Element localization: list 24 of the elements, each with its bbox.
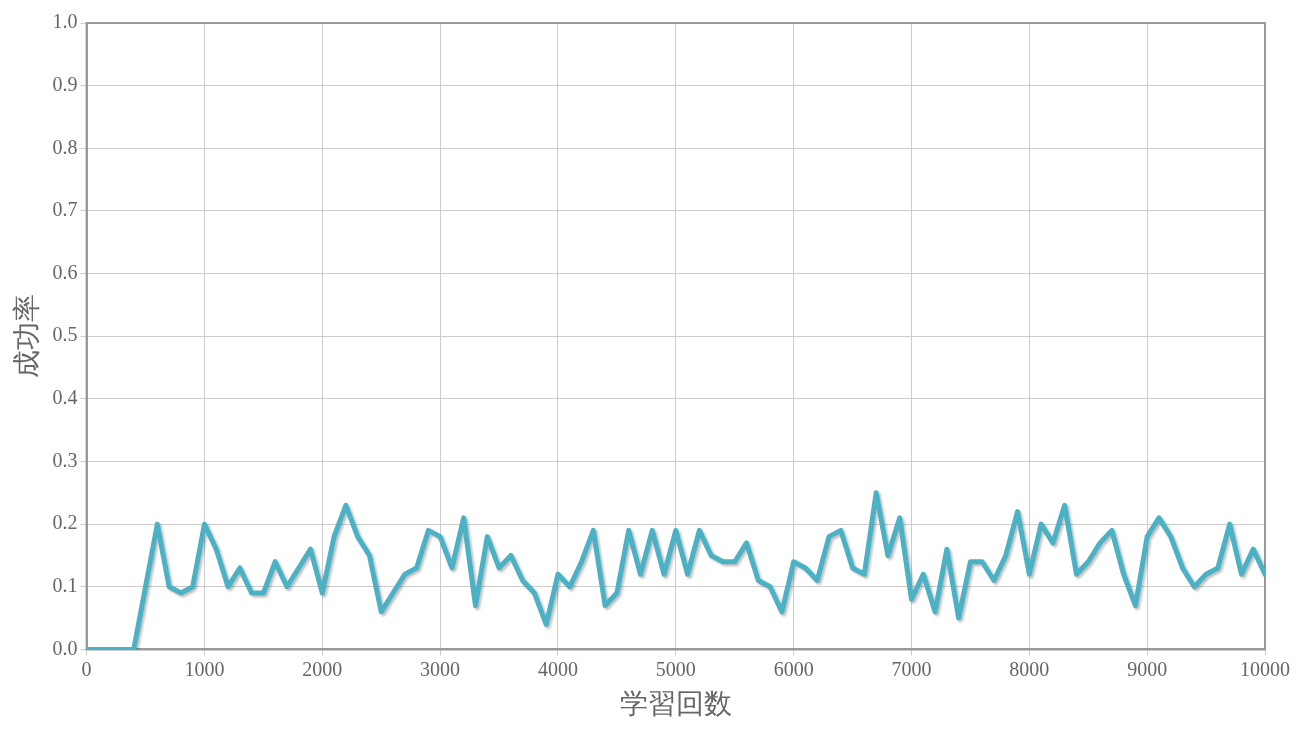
y-tick-label: 0.4 (52, 386, 78, 409)
y-tick-label: 0.9 (52, 72, 78, 95)
x-tick-label: 1000 (184, 657, 225, 680)
y-tick-label: 0.0 (52, 636, 78, 659)
x-tick-label: 5000 (655, 657, 696, 680)
x-tick-label: 9000 (1127, 657, 1168, 680)
x-tick-label: 10000 (1240, 657, 1290, 680)
x-tick-label: 7000 (891, 657, 932, 680)
x-tick-label: 4000 (537, 657, 578, 680)
x-tick-label: 2000 (302, 657, 343, 680)
y-tick-label: 1.0 (52, 10, 78, 33)
y-tick-label: 0.1 (52, 574, 78, 597)
x-tick-label: 6000 (773, 657, 814, 680)
y-tick-label: 0.3 (52, 448, 78, 471)
x-tick-label: 0 (81, 657, 92, 680)
y-tick-label: 0.2 (52, 511, 78, 534)
x-tick-label: 3000 (420, 657, 461, 680)
y-axis-title: 成功率 (10, 294, 44, 379)
x-tick-label: 8000 (1009, 657, 1050, 680)
y-tick-label: 0.6 (52, 260, 78, 283)
y-tick-label: 0.8 (52, 135, 78, 158)
x-axis-title: 学習回数 (619, 687, 732, 721)
y-tick-label: 0.5 (52, 323, 78, 346)
y-tick-label: 0.7 (52, 198, 78, 221)
